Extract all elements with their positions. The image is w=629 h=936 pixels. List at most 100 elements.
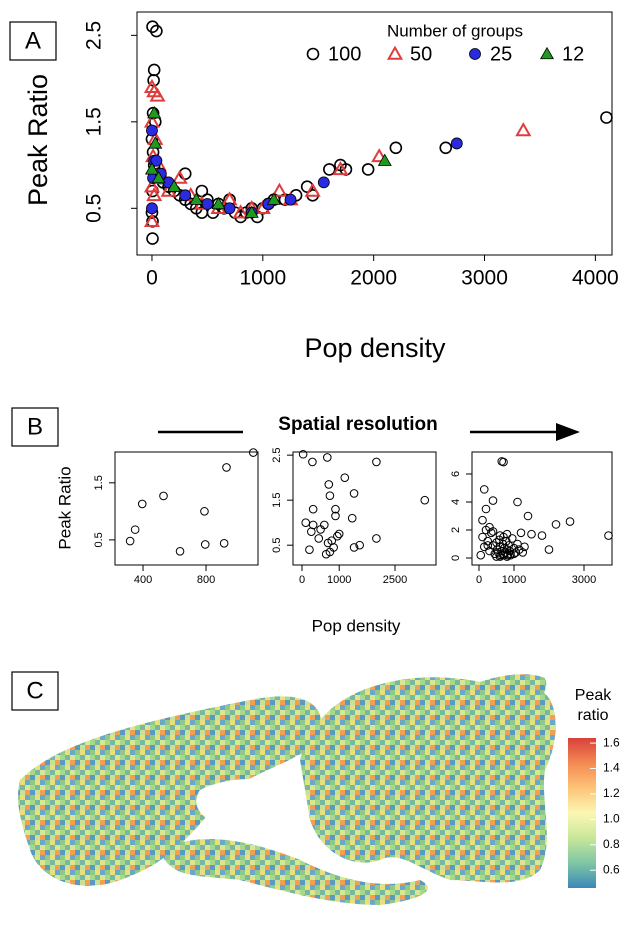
point [130, 525, 140, 534]
point [305, 545, 314, 554]
point [340, 473, 350, 482]
legend-label: 12 [562, 43, 584, 65]
point [349, 489, 359, 498]
point [150, 154, 163, 167]
point [223, 202, 236, 215]
point [175, 547, 185, 556]
panel-label-box [11, 407, 59, 447]
point [308, 457, 317, 467]
point [200, 540, 210, 549]
point [551, 520, 561, 529]
point [146, 202, 158, 215]
point [478, 532, 487, 542]
y-tick-label: 0.5 [93, 532, 105, 547]
point [499, 457, 508, 467]
point [159, 491, 168, 501]
x-tick-label: 2500 [383, 574, 407, 586]
point [284, 193, 297, 206]
point [488, 527, 498, 536]
point [486, 528, 496, 538]
point [304, 182, 321, 197]
panel-label-box [11, 671, 59, 711]
point [308, 504, 318, 514]
y-axis-title: Peak Ratio [55, 466, 74, 549]
y-tick-label: 1.5 [93, 475, 105, 490]
x-tick-label: 1000 [327, 574, 351, 586]
map [18, 674, 556, 905]
x-axis-title: Pop density [312, 616, 401, 635]
colorbar-tick-label: 0.6 [603, 862, 620, 876]
legend-marker [469, 48, 481, 60]
point [420, 495, 430, 505]
x-tick-label: 3000 [461, 267, 508, 290]
point [179, 189, 192, 202]
y-tick-label: 1.5 [271, 493, 283, 508]
point [200, 507, 209, 516]
y-tick-label: 1.5 [83, 107, 106, 136]
point [361, 163, 375, 176]
colorbar [568, 738, 596, 888]
point [565, 517, 575, 526]
point [143, 212, 161, 228]
panel-label: B [27, 413, 43, 440]
point [481, 504, 491, 514]
point [266, 192, 281, 205]
point [307, 527, 316, 536]
y-tick-label: 4 [450, 499, 462, 505]
point [125, 536, 135, 546]
x-tick-label: 1000 [502, 574, 526, 586]
point [527, 529, 536, 539]
point [325, 491, 335, 500]
colorbar-tick-label: 1.6 [603, 735, 620, 749]
point [248, 448, 258, 457]
title: Spatial resolution [278, 414, 437, 435]
point [189, 192, 204, 205]
point [377, 153, 392, 166]
point [271, 182, 288, 197]
x-tick-label: 1000 [239, 267, 286, 290]
point [211, 196, 226, 210]
x-tick-label: 800 [197, 574, 215, 586]
point [232, 204, 249, 219]
point [544, 545, 554, 554]
point [146, 20, 159, 34]
point [604, 531, 613, 540]
point [320, 520, 329, 530]
point [523, 511, 533, 521]
y-tick-label: 2.5 [83, 21, 106, 50]
plot-box [136, 11, 613, 256]
point [509, 549, 519, 559]
y-axis-title: Peak Ratio [23, 74, 53, 206]
point [301, 518, 311, 527]
colorbar-tick-label: 1.4 [603, 761, 620, 775]
point [332, 161, 349, 176]
colorbar-tick-label: 0.8 [603, 837, 620, 851]
point [372, 457, 381, 467]
point [144, 162, 159, 175]
point [147, 106, 162, 119]
point [195, 184, 209, 198]
point [317, 176, 330, 189]
point [355, 540, 364, 550]
point [450, 137, 463, 150]
legend-marker [306, 47, 320, 61]
colorbar-tick-label: 1.0 [603, 812, 620, 826]
arrow-head [556, 423, 580, 441]
x-tick-label: 0 [299, 574, 305, 586]
legend-label: 25 [490, 43, 512, 65]
colorbar-title: Peak ratio [574, 687, 612, 724]
colorbar-tick-label: 1.2 [603, 786, 620, 800]
legend-label: 50 [410, 43, 432, 65]
point [479, 485, 489, 494]
point [371, 148, 388, 163]
point [151, 170, 166, 184]
x-tick-label: 0 [146, 267, 158, 290]
point [148, 136, 163, 149]
point [323, 163, 336, 176]
point [324, 480, 334, 489]
point [507, 534, 517, 543]
point [314, 534, 324, 543]
point [146, 124, 158, 137]
point [389, 141, 403, 155]
